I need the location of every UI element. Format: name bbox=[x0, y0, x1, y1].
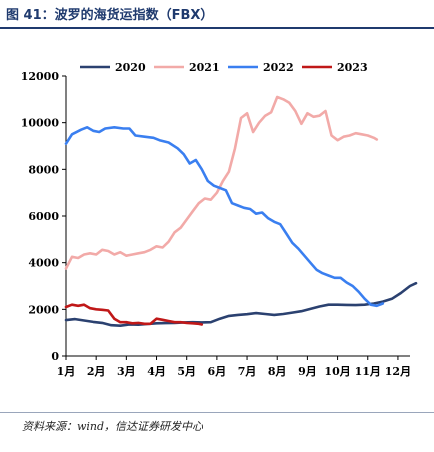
figure-title: 图 41：波罗的海货运指数（FBX） bbox=[6, 8, 214, 23]
line-chart: 0 2000 4000 6000 8000 10000 12000 1月 2月 3月 4月 5月 6月 7… bbox=[21, 61, 418, 378]
x-tick-label: 7月 bbox=[238, 365, 257, 378]
chart-legend: 2020 2021 2022 2023 bbox=[80, 61, 368, 74]
bottom-divider bbox=[0, 412, 434, 413]
y-tick-label: 2000 bbox=[28, 303, 59, 316]
x-tick-label: 6月 bbox=[208, 365, 227, 378]
x-tick-label: 10月 bbox=[324, 365, 350, 378]
x-tick-label: 9月 bbox=[298, 365, 317, 378]
series-line-2021 bbox=[64, 95, 379, 270]
y-tick-label: 4000 bbox=[28, 257, 59, 270]
source-note: 资料来源：wind，信达证券研发中心 bbox=[22, 420, 204, 433]
x-tick-label: 1月 bbox=[57, 365, 76, 378]
x-tick-label: 5月 bbox=[177, 365, 196, 378]
series-line-2022 bbox=[64, 126, 385, 308]
x-tick-label: 4月 bbox=[147, 365, 166, 378]
legend-label-2020: 2020 bbox=[115, 61, 146, 74]
legend-label-2021: 2021 bbox=[189, 61, 220, 74]
y-tick-label: 0 bbox=[51, 350, 59, 363]
title-divider bbox=[0, 27, 434, 29]
series-line-2023 bbox=[64, 303, 204, 326]
legend-label-2022: 2022 bbox=[263, 61, 294, 74]
x-tick-label: 3月 bbox=[117, 365, 136, 378]
series-line-2020 bbox=[64, 281, 418, 327]
y-tick-label: 6000 bbox=[28, 210, 59, 223]
x-tick-label: 2月 bbox=[87, 365, 106, 378]
y-tick-label: 10000 bbox=[21, 117, 60, 130]
x-tick-label: 8月 bbox=[268, 365, 287, 378]
legend-label-2023: 2023 bbox=[337, 61, 368, 74]
chart-axes: 0 2000 4000 6000 8000 10000 12000 1月 2月 3月 4月 5月 6月 7… bbox=[21, 70, 411, 378]
x-tick-label: 11月 bbox=[355, 365, 381, 378]
y-tick-label: 8000 bbox=[28, 163, 59, 176]
y-tick-label: 12000 bbox=[21, 70, 60, 83]
x-tick-label: 12月 bbox=[385, 365, 411, 378]
chart-series-lines bbox=[64, 95, 418, 327]
